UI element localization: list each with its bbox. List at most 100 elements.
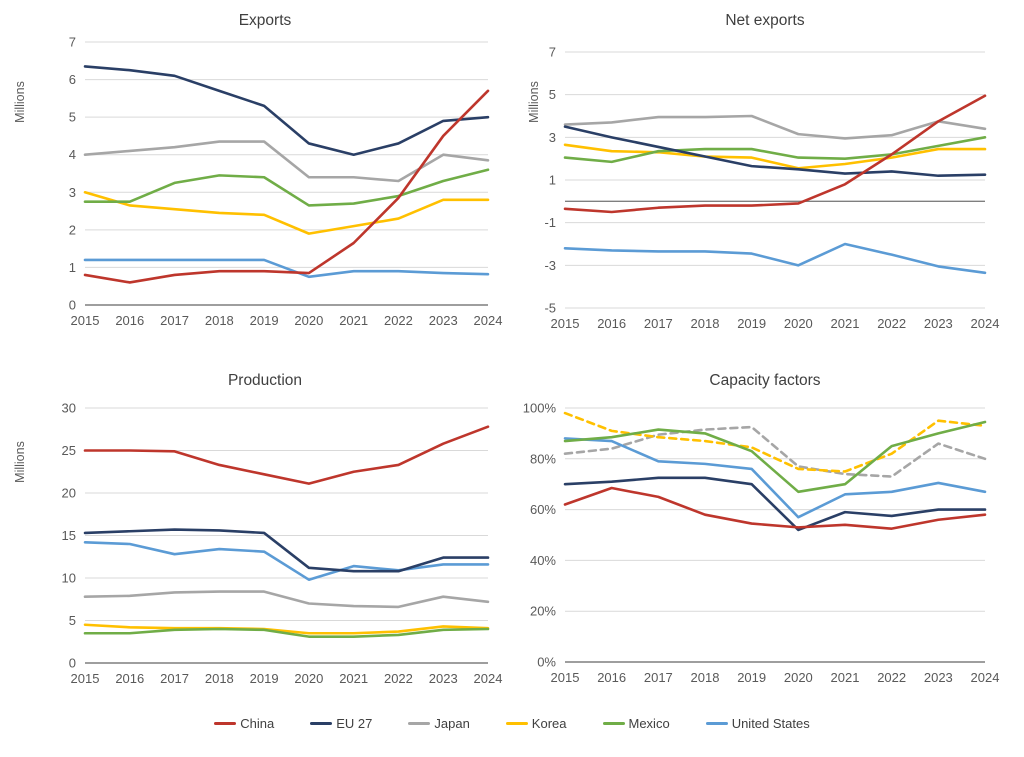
svg-text:2018: 2018	[691, 316, 720, 331]
svg-text:2015: 2015	[551, 316, 580, 331]
svg-text:2016: 2016	[597, 670, 626, 685]
svg-text:2023: 2023	[429, 671, 458, 686]
chart-title: Net exports	[725, 12, 805, 29]
capacity-factors-plot-svg: 0% 20% 40% 60% 80% 100% 2015 2016 2017 2018 2019 20…	[523, 401, 1000, 686]
svg-text:0: 0	[69, 656, 76, 671]
svg-text:0%: 0%	[537, 655, 556, 670]
svg-text:3: 3	[69, 185, 76, 200]
svg-text:2019: 2019	[250, 671, 279, 686]
svg-text:7: 7	[549, 45, 556, 60]
svg-text:10: 10	[62, 571, 76, 586]
svg-text:20: 20	[62, 486, 76, 501]
chart-legend: China EU 27 Japan Korea Mexico United St…	[0, 716, 1024, 731]
svg-text:2018: 2018	[205, 671, 234, 686]
net-exports-plot-svg: -5 -3 -1 1 3 5 7 2015 2016 2017 2018 2019 2020 2021 20…	[544, 45, 1000, 332]
svg-text:2021: 2021	[339, 313, 368, 328]
legend-label: Mexico	[628, 716, 670, 731]
svg-text:2015: 2015	[71, 671, 100, 686]
svg-text:2015: 2015	[71, 313, 100, 328]
svg-text:40%: 40%	[530, 553, 556, 568]
china-line-swatch	[214, 722, 237, 725]
exports-chart: Exports Millions 0 1 2 3 4 5 6 7 2015 2016 2017 201…	[0, 0, 512, 350]
chart-title: Capacity factors	[709, 372, 821, 389]
legend-item-japan: Japan	[408, 716, 470, 731]
svg-text:2020: 2020	[784, 316, 813, 331]
production-plot-svg: 0 5 10 15 20 25 30 2015 2016 2017 2018 2019 2020 2021…	[62, 401, 503, 687]
legend-label: Japan	[434, 716, 470, 731]
svg-text:5: 5	[549, 87, 556, 102]
svg-text:-5: -5	[544, 301, 556, 316]
svg-text:4: 4	[69, 147, 76, 162]
svg-text:2021: 2021	[339, 671, 368, 686]
svg-text:1: 1	[549, 173, 556, 188]
svg-text:30: 30	[62, 401, 76, 416]
svg-text:25: 25	[62, 443, 76, 458]
svg-text:7: 7	[69, 35, 76, 50]
legend-item-korea: Korea	[505, 716, 567, 731]
svg-text:1: 1	[69, 260, 76, 275]
svg-text:2017: 2017	[644, 670, 673, 685]
svg-text:2023: 2023	[429, 313, 458, 328]
svg-text:5: 5	[69, 110, 76, 125]
svg-text:20%: 20%	[530, 604, 556, 619]
svg-text:2022: 2022	[877, 316, 906, 331]
legend-label: Korea	[531, 716, 567, 731]
svg-text:15: 15	[62, 528, 76, 543]
svg-text:2019: 2019	[737, 316, 766, 331]
capacity-factors-chart: Capacity factors 0% 20% 40% 60% 80% 100% 2015 2…	[512, 355, 1024, 705]
svg-text:2019: 2019	[737, 670, 766, 685]
svg-text:-3: -3	[544, 258, 556, 273]
svg-text:2016: 2016	[115, 313, 144, 328]
legend-label: United States	[731, 716, 810, 731]
svg-text:2022: 2022	[877, 670, 906, 685]
svg-text:2023: 2023	[924, 316, 953, 331]
japan-line-swatch	[408, 722, 431, 725]
mexico-line-swatch	[602, 722, 625, 725]
svg-text:2015: 2015	[551, 670, 580, 685]
svg-text:2020: 2020	[784, 670, 813, 685]
net-exports-chart: Net exports Millions -5 -3 -1 1 3 5 7 2015 2016 2…	[512, 0, 1024, 350]
korea-line-swatch	[505, 722, 528, 725]
eu27-line-swatch	[310, 722, 333, 725]
svg-text:2022: 2022	[384, 671, 413, 686]
svg-text:2021: 2021	[831, 670, 860, 685]
legend-item-mexico: Mexico	[602, 716, 670, 731]
svg-text:0: 0	[69, 298, 76, 313]
svg-text:2018: 2018	[205, 313, 234, 328]
svg-text:6: 6	[69, 72, 76, 87]
svg-text:80%: 80%	[530, 451, 556, 466]
legend-item-china: China	[214, 716, 274, 731]
svg-text:2016: 2016	[115, 671, 144, 686]
legend-item-us: United States	[705, 716, 810, 731]
united-states-line-swatch	[705, 722, 728, 725]
svg-text:2017: 2017	[160, 313, 189, 328]
svg-text:2024: 2024	[474, 671, 503, 686]
svg-text:2024: 2024	[971, 670, 1000, 685]
svg-text:2019: 2019	[250, 313, 279, 328]
chart-title: Production	[227, 372, 303, 389]
svg-text:5: 5	[69, 613, 76, 628]
svg-text:-1: -1	[544, 215, 556, 230]
svg-text:2016: 2016	[597, 316, 626, 331]
svg-text:2022: 2022	[384, 313, 413, 328]
svg-text:2024: 2024	[971, 316, 1000, 331]
production-chart: Production Millions 0 5 10 15 20 25 30 2015 2016…	[0, 355, 512, 705]
svg-text:2020: 2020	[294, 313, 323, 328]
svg-text:2024: 2024	[474, 313, 503, 328]
chart-title: Exports	[238, 12, 292, 29]
svg-text:2017: 2017	[160, 671, 189, 686]
svg-text:3: 3	[549, 130, 556, 145]
svg-text:100%: 100%	[523, 401, 557, 416]
svg-text:2023: 2023	[924, 670, 953, 685]
exports-plot-svg: 0 1 2 3 4 5 6 7 2015 2016 2017 2018 2019 2020 2021 2022…	[69, 35, 503, 329]
legend-label: China	[240, 716, 275, 731]
svg-text:2021: 2021	[831, 316, 860, 331]
svg-text:2018: 2018	[691, 670, 720, 685]
svg-text:2020: 2020	[294, 671, 323, 686]
legend-label: EU 27	[336, 716, 373, 731]
svg-text:2: 2	[69, 222, 76, 237]
svg-text:60%: 60%	[530, 502, 556, 517]
svg-text:2017: 2017	[644, 316, 673, 331]
legend-item-eu27: EU 27	[310, 716, 372, 731]
